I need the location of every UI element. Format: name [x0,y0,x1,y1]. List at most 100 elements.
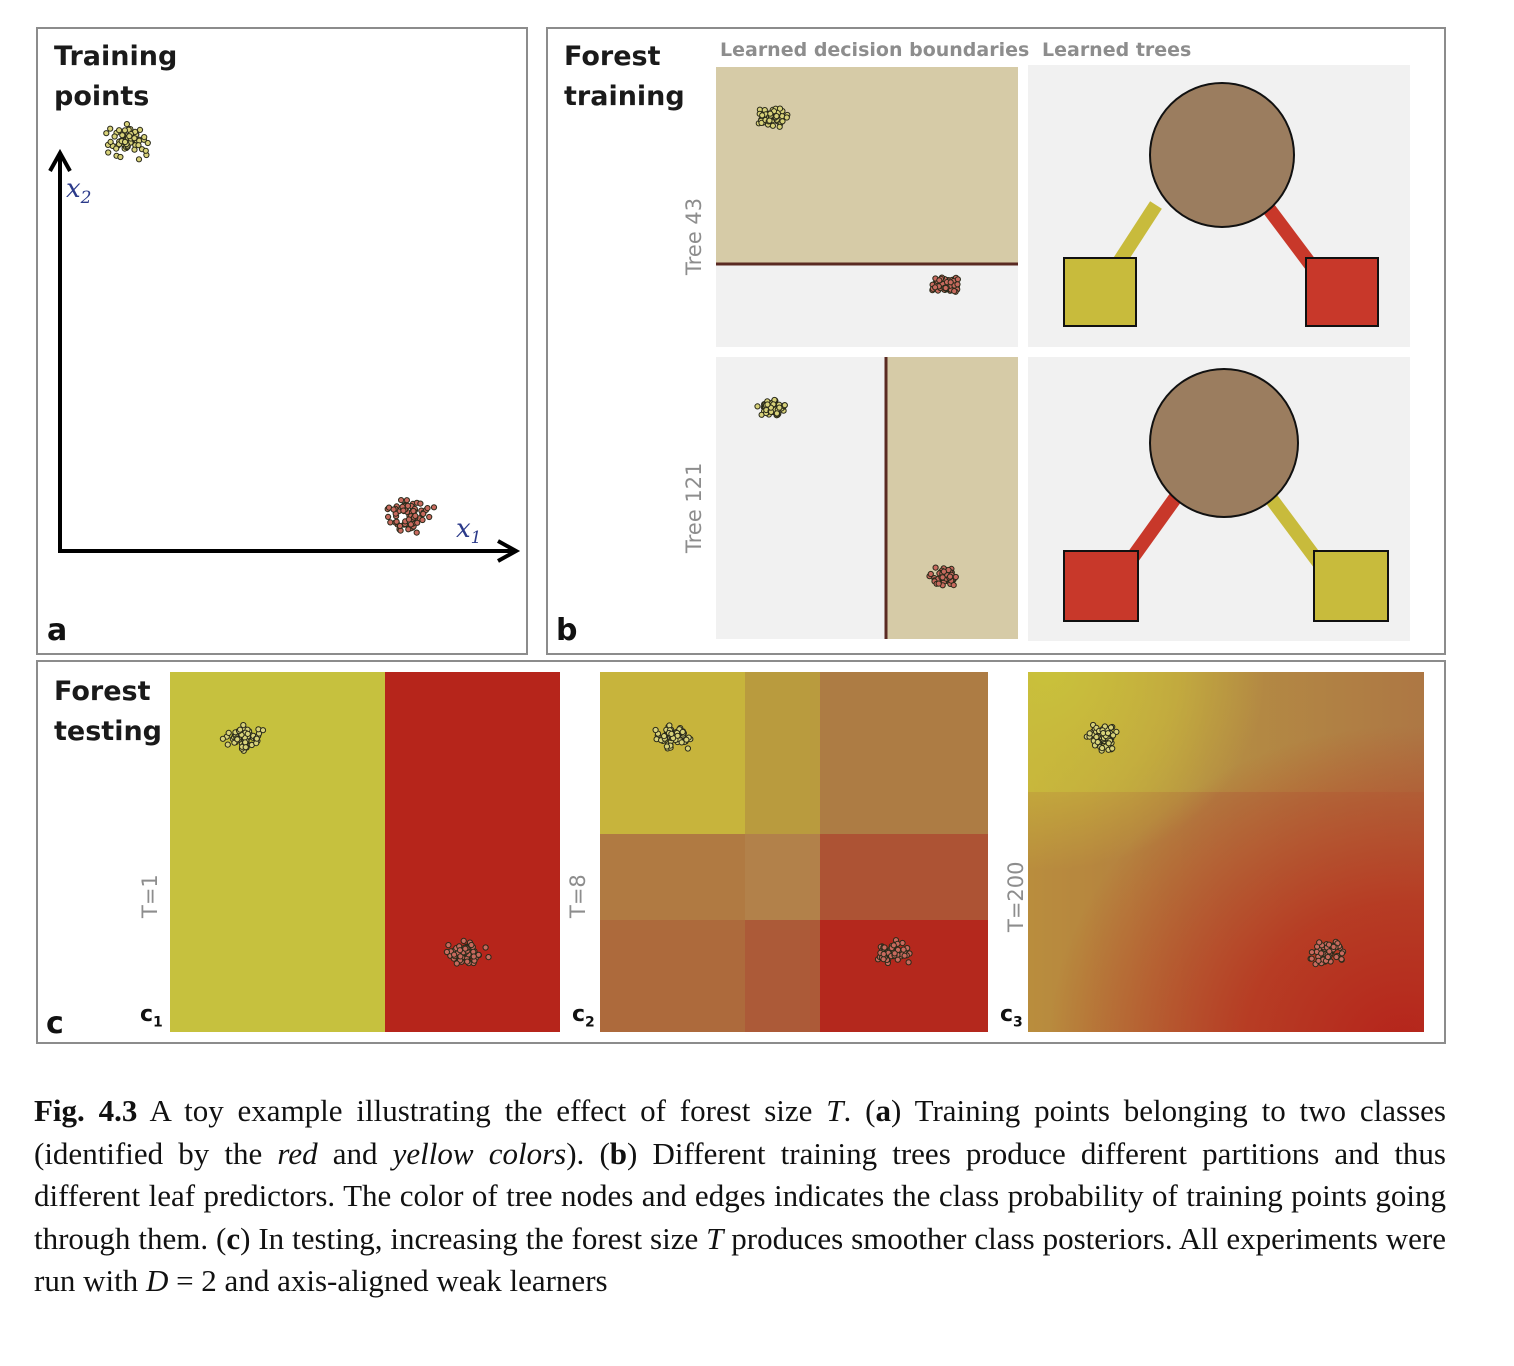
figure-label: Fig. 4.3 [34,1093,138,1128]
red-training-point [485,954,492,961]
yellow-training-point [668,730,675,738]
figure-caption: Fig. 4.3 A toy example illustrating the … [34,1093,1446,1299]
yellow-training-point [117,153,124,161]
yellow-training-point [1109,745,1116,752]
yellow-point-cluster [652,722,694,752]
red-training-point [398,497,405,504]
red-training-point [1333,953,1340,961]
yellow-training-point [679,728,686,736]
red-training-point [932,564,939,571]
label-t1: T=1 [138,874,162,918]
yellow-training-point [131,146,138,153]
red-training-point [420,510,427,517]
yellow-training-point [1099,745,1106,752]
root-node [1149,82,1295,228]
light-region [716,357,886,639]
yellow-training-point [764,401,771,408]
red-training-point [468,941,475,949]
red-training-point [881,944,888,951]
posterior-map-t1 [170,672,560,1032]
red-training-point [464,958,471,965]
yellow-training-point [122,138,129,146]
red-training-point [393,518,400,525]
boundary-plot-tree-43 [716,67,1018,347]
yellow-training-point [107,125,114,132]
x-axis-label: x1 [456,514,482,548]
yellow-training-point [767,110,774,117]
red-training-point [430,504,438,511]
red-training-point [405,526,412,533]
yellow-training-point [131,135,138,142]
root-node [1149,368,1299,518]
red-training-point [456,947,464,954]
yellow-training-point [240,722,247,729]
red-training-point [412,512,419,519]
red-training-point [387,519,394,526]
yellow-training-point [1093,733,1100,741]
red-training-point [1338,956,1345,963]
red-training-point [445,942,452,949]
posterior-map-t8 [600,672,988,1032]
yellow-training-point [1104,730,1112,737]
red-training-point [927,570,934,578]
yellow-training-point [142,147,149,154]
panel-b-title: Forest training [564,41,685,112]
red-training-point [460,937,467,944]
yellow-training-point [105,149,112,156]
red-point-cluster [443,937,492,967]
red-training-point [400,507,407,514]
yellow-region [170,672,385,1032]
yellow-training-point [111,133,118,140]
red-training-point [482,944,489,951]
red-training-point [901,952,908,959]
right-leaf [1313,550,1389,622]
yellow-training-point [119,132,126,139]
yellow-point-cluster [219,722,267,754]
yellow-training-point [219,735,227,742]
yellow-training-point [773,410,781,417]
panel-b: Forest training Learned decision boundar… [546,27,1446,655]
red-training-point [1315,957,1322,964]
red-training-point [385,513,392,520]
red-training-point [954,281,961,288]
red-training-point [407,521,414,528]
red-training-point [936,277,943,284]
yellow-training-point [663,743,671,750]
yellow-training-point [754,403,761,410]
yellow-training-point [661,733,668,740]
light-region [716,264,1018,347]
red-training-point [890,942,897,949]
red-training-point [396,522,404,530]
yellow-training-point [135,142,142,149]
red-training-point [419,516,426,524]
yellow-training-point [116,127,123,134]
yellow-training-point [237,726,244,733]
beige-region [886,357,1018,639]
red-training-point [950,582,957,589]
red-training-point [1308,949,1315,956]
red-training-point [451,951,458,958]
red-training-point [947,573,954,580]
label-t8: T=8 [566,874,590,918]
panel-a-title: Training points [54,41,178,112]
red-point-cluster [929,274,961,295]
yellow-training-point [776,404,783,411]
red-training-point [453,960,460,967]
yellow-training-point [773,113,780,120]
red-training-point [935,580,942,587]
red-training-point [891,950,898,957]
red-training-point [417,500,424,507]
red-training-point [1318,950,1325,957]
red-training-point [1324,953,1331,961]
left-leaf [1063,257,1137,327]
red-training-point [899,939,906,947]
red-training-point [942,284,949,292]
red-training-point [404,502,411,509]
yellow-training-point [121,127,129,134]
red-training-point [1326,948,1333,955]
left-leaf [1063,550,1139,622]
yellow-training-point [779,118,786,125]
yellow-training-point [1094,739,1101,746]
yellow-training-point [683,736,690,743]
panel-c: Forest testing T=1 c1 T=8 c2 T=200 [36,660,1446,1044]
